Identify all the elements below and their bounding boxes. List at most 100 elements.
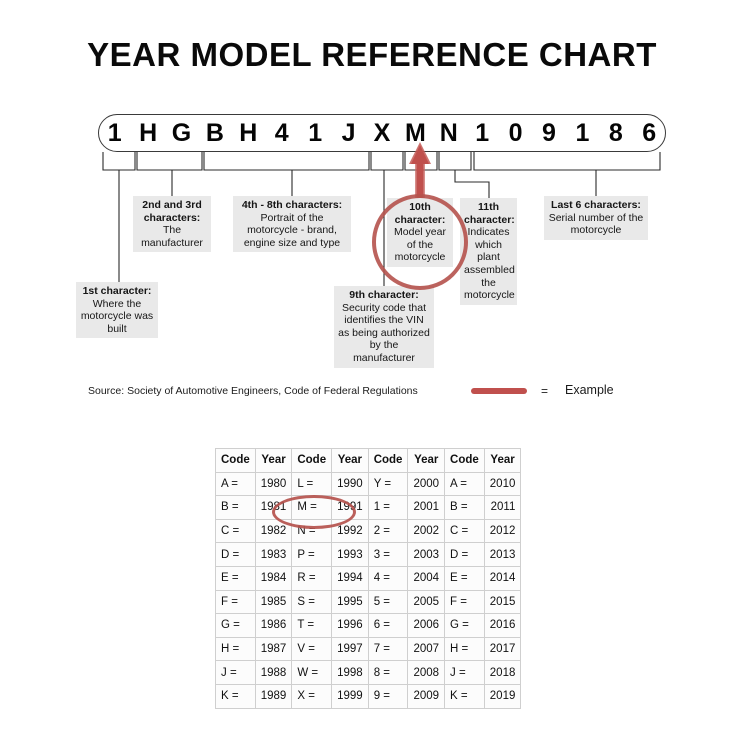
year-code-table: Code Year Code Year Code Year Code Year … xyxy=(215,448,522,709)
cell-code-5-4: 5 = xyxy=(367,589,409,615)
callout-11th-heading: 11th character: xyxy=(464,201,515,226)
table-header-row: Code Year Code Year Code Year Code Year xyxy=(215,448,522,473)
cell-year-3-7: 2013 xyxy=(483,542,522,567)
vin-char-9: X xyxy=(373,118,391,147)
vin-character-row: 1 H G B H 4 1 J X M N 1 0 9 1 8 6 xyxy=(98,114,666,152)
table-row: J = 1988 W = 1998 8 = 2008 J = 2018 xyxy=(215,660,522,685)
vin-char-1: 1 xyxy=(107,118,122,147)
year-code-table-wrapper: Code Year Code Year Code Year Code Year … xyxy=(215,448,522,709)
vin-char-14: 9 xyxy=(542,118,556,147)
vin-char-12: 1 xyxy=(475,118,490,147)
bracket-chars-12-17 xyxy=(473,152,661,171)
vin-char-8: J xyxy=(341,118,356,147)
cell-year-2-7: 2012 xyxy=(483,518,522,544)
vin-char-17: 6 xyxy=(642,118,657,147)
cell-code-2-4: 2 = xyxy=(367,518,409,544)
cell-year-8-5: 2008 xyxy=(407,660,446,685)
callout-9th-character: 9th character: Security code that identi… xyxy=(334,286,434,368)
cell-code-4-0: E = xyxy=(215,565,256,591)
cell-code-5-2: S = xyxy=(291,589,333,615)
cell-year-0-1: 1980 xyxy=(254,471,293,497)
vin-capsule xyxy=(98,114,666,152)
cell-year-5-5: 2005 xyxy=(407,589,446,615)
cell-code-2-0: C = xyxy=(215,518,256,544)
vin-char-10: M xyxy=(404,118,426,147)
cell-code-3-4: 3 = xyxy=(367,542,409,567)
cell-code-9-6: K = xyxy=(444,683,485,709)
cell-year-5-7: 2015 xyxy=(483,589,522,615)
cell-year-5-1: 1985 xyxy=(254,589,293,615)
cell-code-4-6: E = xyxy=(444,565,485,591)
bracket-char-11 xyxy=(438,152,472,171)
vin-char-15: 1 xyxy=(575,118,590,147)
table-row: A = 1980 L = 1990 Y = 2000 A = 2010 xyxy=(215,471,522,497)
callout-last-6-characters: Last 6 characters: Serial number of the … xyxy=(544,196,648,240)
bracket-char-1 xyxy=(102,152,136,171)
cell-code-6-6: G = xyxy=(444,613,485,638)
vin-char-13: 0 xyxy=(508,118,523,147)
callout-last6-body: Serial number of the motorcycle xyxy=(548,211,644,237)
cell-code-6-2: T = xyxy=(291,613,333,638)
cell-code-9-0: K = xyxy=(215,683,256,709)
table-row: G = 1986 T = 1996 6 = 2006 G = 2016 xyxy=(215,613,522,638)
cell-year-7-3: 1997 xyxy=(331,636,369,662)
cell-year-1-1: 1981 xyxy=(254,495,293,520)
callout-9th-heading: 9th character: xyxy=(349,289,419,301)
cell-year-0-3: 1990 xyxy=(331,471,369,497)
callout-10th-character: 10th character: Model year of the motorc… xyxy=(387,198,453,267)
callout-11th-body: Indicates which plant assembled the moto… xyxy=(464,226,515,302)
bracket-chars-4-8 xyxy=(203,152,370,171)
vin-char-6: 4 xyxy=(274,118,289,147)
legend-red-line-swatch xyxy=(471,388,527,394)
vin-char-3: G xyxy=(171,118,192,147)
cell-code-8-0: J = xyxy=(215,660,256,685)
cell-year-3-5: 2003 xyxy=(407,542,446,567)
cell-code-1-0: B = xyxy=(215,495,256,520)
leader-char-11 xyxy=(454,170,490,198)
cell-code-4-4: 4 = xyxy=(367,565,409,591)
th-year-4: Year xyxy=(483,448,522,473)
callout-11th-character: 11th character: Indicates which plant as… xyxy=(460,198,517,305)
cell-year-6-7: 2016 xyxy=(483,613,522,638)
cell-code-8-4: 8 = xyxy=(367,660,409,685)
table-row: F = 1985 S = 1995 5 = 2005 F = 2015 xyxy=(215,589,522,615)
cell-year-3-1: 1983 xyxy=(254,542,293,567)
cell-code-1-6: B = xyxy=(444,495,485,520)
th-code-1: Code xyxy=(215,448,256,473)
table-row: D = 1983 P = 1993 3 = 2003 D = 2013 xyxy=(215,542,522,567)
legend-equals-sign: = xyxy=(541,384,549,398)
table-row: K = 1989 X = 1999 9 = 2009 K = 2019 xyxy=(215,683,522,709)
cell-code-1-2: M = xyxy=(291,495,333,520)
cell-code-3-2: P = xyxy=(291,542,333,567)
cell-year-8-3: 1998 xyxy=(331,660,369,685)
th-year-2: Year xyxy=(331,448,369,473)
cell-code-7-2: V = xyxy=(291,636,333,662)
cell-code-5-6: F = xyxy=(444,589,485,615)
cell-year-4-7: 2014 xyxy=(483,565,522,591)
th-code-3: Code xyxy=(367,448,409,473)
year-code-table-body: A = 1980 L = 1990 Y = 2000 A = 2010 B = 1981 M = 19… xyxy=(215,471,522,709)
cell-code-7-6: H = xyxy=(444,636,485,662)
th-year-3: Year xyxy=(407,448,446,473)
th-code-4: Code xyxy=(444,448,485,473)
cell-year-9-3: 1999 xyxy=(331,683,369,709)
vin-char-2: H xyxy=(139,118,158,147)
th-year-1: Year xyxy=(254,448,293,473)
cell-year-1-7: 2011 xyxy=(483,495,522,520)
cell-code-0-0: A = xyxy=(215,471,256,497)
vin-char-16: 8 xyxy=(608,118,623,147)
cell-year-7-1: 1987 xyxy=(254,636,293,662)
legend-label: Example xyxy=(565,383,614,397)
callout-1st-character: 1st character: Where the motorcycle was … xyxy=(76,282,158,339)
cell-year-6-3: 1996 xyxy=(331,613,369,638)
cell-year-4-1: 1984 xyxy=(254,565,293,591)
cell-code-7-0: H = xyxy=(215,636,256,662)
table-row: C = 1982 N = 1992 2 = 2002 C = 2012 xyxy=(215,518,522,544)
vin-char-7: 1 xyxy=(308,118,323,147)
bracket-char-9 xyxy=(370,152,404,171)
cell-code-1-4: 1 = xyxy=(367,495,409,520)
cell-year-1-3: 1991 xyxy=(331,495,369,520)
bracket-chars-2-3 xyxy=(136,152,203,171)
callout-last6-heading: Last 6 characters: xyxy=(551,199,641,211)
bracket-char-10 xyxy=(404,152,438,171)
